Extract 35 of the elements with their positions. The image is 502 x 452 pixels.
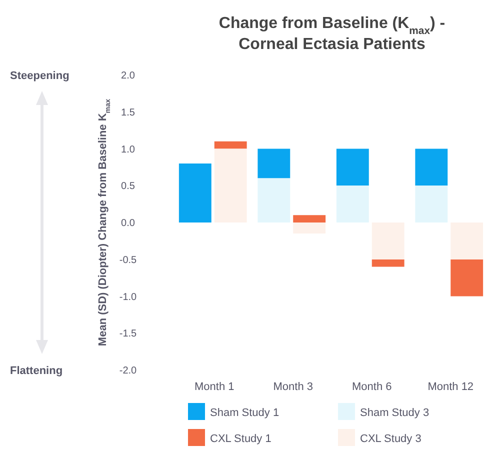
chart-title: Change from Baseline (K$_{max}$) - Corneal Ectasia Patients: [218, 15, 446, 53]
bar: [372, 259, 404, 267]
bar: [258, 148, 290, 178]
y-tick-label: 0.5: [121, 181, 136, 192]
bar: [214, 148, 247, 222]
y-tick-label: -2.0: [119, 366, 138, 376]
legend-label: Sham Study 1: [210, 406, 280, 419]
legend-label: Sham Study 3: [360, 406, 430, 419]
bar: [415, 148, 448, 186]
bar: [293, 215, 326, 222]
bar: [258, 178, 290, 222]
y-tick-label: -0.5: [119, 254, 138, 266]
x-tick-label: Month 1: [194, 381, 234, 393]
legend-label: CXL Study 1: [210, 432, 272, 445]
bar: [214, 141, 247, 149]
bar: [336, 148, 369, 186]
text: Steepening: [10, 70, 70, 82]
bar: [450, 259, 484, 296]
y-tick-label: -1.5: [119, 328, 138, 340]
y-tick-label: 0.0: [121, 218, 136, 229]
y-tick-label: 1.5: [121, 107, 136, 118]
y-tick-label: -1.0: [119, 292, 138, 303]
legend-label: CXL Study 3: [360, 432, 422, 445]
bar: [178, 164, 212, 222]
bar: [372, 222, 404, 260]
bar: [450, 222, 484, 260]
bar: [415, 186, 448, 222]
bar: [293, 222, 326, 234]
bar: [336, 186, 369, 222]
text: Flattening: [10, 364, 63, 377]
y-tick-label: 1.0: [121, 144, 136, 156]
x-tick-label: Month 12: [428, 381, 474, 393]
x-tick-label: Month 3: [273, 381, 313, 393]
x-tick-label: Month 6: [352, 381, 392, 393]
y-tick-label: 2.0: [121, 70, 136, 82]
